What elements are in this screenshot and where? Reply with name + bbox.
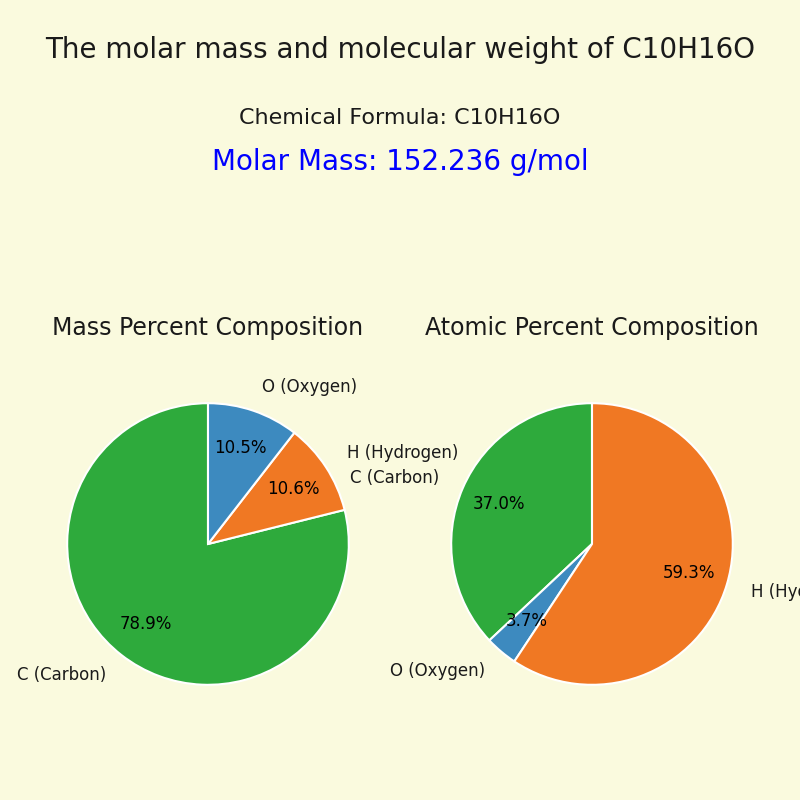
- Wedge shape: [208, 403, 294, 544]
- Text: 78.9%: 78.9%: [119, 615, 172, 633]
- Text: 10.6%: 10.6%: [266, 480, 319, 498]
- Wedge shape: [208, 433, 345, 544]
- Text: The molar mass and molecular weight of C10H16O: The molar mass and molecular weight of C…: [45, 36, 755, 64]
- Text: 59.3%: 59.3%: [663, 564, 715, 582]
- Text: C (Carbon): C (Carbon): [350, 469, 439, 487]
- Text: C (Carbon): C (Carbon): [17, 666, 106, 684]
- Wedge shape: [451, 403, 592, 640]
- Text: Molar Mass: 152.236 g/mol: Molar Mass: 152.236 g/mol: [212, 148, 588, 176]
- Text: Mass Percent Composition: Mass Percent Composition: [53, 316, 363, 340]
- Text: O (Oxygen): O (Oxygen): [262, 378, 357, 396]
- Text: Chemical Formula: C10H16O: Chemical Formula: C10H16O: [239, 108, 561, 128]
- Text: H (Hydrogen): H (Hydrogen): [347, 444, 458, 462]
- Text: Atomic Percent Composition: Atomic Percent Composition: [425, 316, 759, 340]
- Text: H (Hydrogen): H (Hydrogen): [751, 583, 800, 601]
- Text: 10.5%: 10.5%: [214, 439, 267, 457]
- Wedge shape: [490, 544, 592, 662]
- Text: 37.0%: 37.0%: [473, 494, 526, 513]
- Text: 3.7%: 3.7%: [506, 613, 548, 630]
- Text: O (Oxygen): O (Oxygen): [390, 662, 485, 680]
- Wedge shape: [67, 403, 349, 685]
- Wedge shape: [514, 403, 733, 685]
